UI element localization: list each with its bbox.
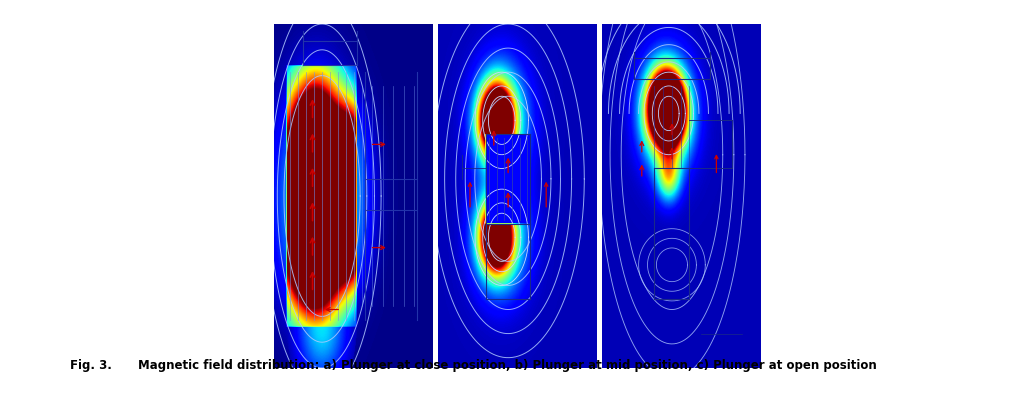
Text: Magnetic field distribution: a) Plunger at close position, b) Plunger at mid pos: Magnetic field distribution: a) Plunger … (138, 360, 877, 372)
Text: Fig. 3.: Fig. 3. (70, 360, 112, 372)
